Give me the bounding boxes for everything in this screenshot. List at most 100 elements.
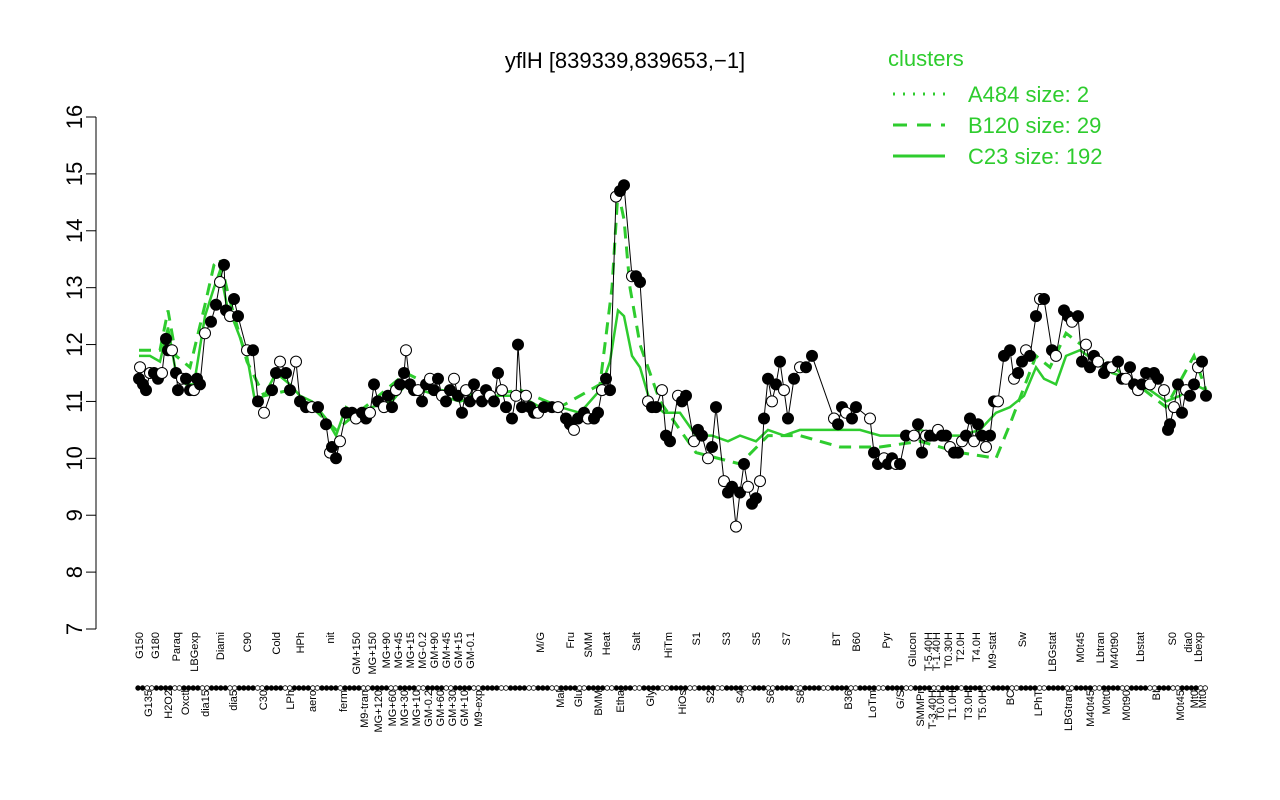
legend: clusters A484 size: 2 B120 size: 29 C23 … — [888, 46, 1103, 169]
cluster-b120-line — [139, 190, 1208, 466]
data-point — [634, 276, 646, 288]
x-tick-label: MG+30 — [399, 690, 411, 726]
rug-mark — [443, 685, 449, 691]
x-tick-label: S7 — [781, 632, 793, 645]
rug-mark — [356, 685, 362, 691]
rug-mark — [1096, 685, 1103, 691]
rug-mark — [1161, 685, 1167, 691]
rug-mark — [655, 685, 661, 691]
rug-mark — [719, 685, 725, 691]
data-point — [846, 412, 858, 425]
rug-mark — [760, 685, 767, 691]
rug-mark — [967, 685, 974, 691]
data-point — [258, 406, 270, 419]
data-point — [754, 475, 766, 488]
data-point — [1184, 389, 1196, 402]
rug-mark — [977, 685, 983, 691]
x-tick-label: G150 — [134, 632, 146, 659]
rug-mark — [1202, 685, 1208, 691]
data-point — [456, 406, 468, 419]
x-tick-label: M9-exp — [473, 690, 485, 727]
data-point — [1084, 361, 1096, 374]
rug-mark — [1092, 685, 1098, 691]
rug-mark — [825, 685, 831, 691]
rug-mark — [314, 685, 321, 691]
data-point — [444, 384, 456, 397]
data-point — [500, 401, 512, 414]
y-tick-label: 8 — [62, 566, 87, 578]
data-point — [140, 384, 152, 397]
rug-mark — [1009, 685, 1015, 691]
x-tick-label: Mal — [555, 690, 567, 708]
rug-mark — [452, 685, 459, 691]
data-point — [312, 401, 324, 414]
rug-mark — [425, 685, 431, 691]
rug-mark — [1000, 685, 1006, 691]
rug-mark — [512, 685, 518, 691]
rug-mark — [526, 685, 532, 691]
x-tick-label: GM+150 — [351, 632, 363, 675]
x-axis: G150 G135 G180 H2O2 Paraq Oxctl LBGexp dia15 Dia… — [134, 632, 1209, 733]
rug-mark — [862, 685, 868, 691]
data-point — [1164, 418, 1176, 431]
x-tick-label: MG+15 — [405, 632, 417, 668]
rug-mark — [172, 685, 178, 691]
data-point — [992, 395, 1004, 408]
rug-mark — [659, 685, 666, 691]
data-point — [656, 384, 668, 397]
rug-mark — [834, 685, 840, 691]
rug-mark — [185, 685, 192, 691]
data-point — [972, 418, 984, 431]
rug-mark — [544, 685, 551, 691]
data-point — [398, 367, 410, 379]
data-point — [734, 486, 746, 499]
rug-mark — [1170, 685, 1176, 691]
x-tick-label: B60 — [851, 632, 863, 652]
rug-mark — [710, 685, 716, 691]
data-point — [368, 378, 380, 391]
data-point — [940, 429, 952, 442]
rug-mark — [696, 685, 702, 691]
rug-mark — [1064, 685, 1070, 691]
data-point — [284, 384, 296, 397]
rug-mark — [484, 685, 491, 691]
rug-mark — [1082, 685, 1089, 691]
data-point — [156, 367, 168, 379]
y-tick-label: 10 — [62, 446, 87, 470]
data-point — [738, 458, 750, 470]
rug-mark — [461, 685, 468, 691]
rug-mark — [204, 685, 210, 691]
legend-a484-label: A484 size: 2 — [968, 82, 1089, 107]
rug-mark — [259, 685, 265, 691]
rug-mark — [645, 685, 652, 691]
data-point — [782, 412, 794, 425]
data-point — [1024, 349, 1036, 362]
x-tick-label: MG+150 — [367, 632, 379, 675]
data-point — [832, 418, 844, 431]
data-point — [1176, 406, 1188, 419]
x-tick-label: Mt0 — [1197, 690, 1209, 708]
rug-mark — [305, 685, 311, 691]
rug-mark — [567, 685, 574, 691]
rug-mark — [415, 685, 422, 691]
rug-mark — [351, 685, 357, 691]
rug-mark — [921, 685, 928, 691]
rug-mark — [563, 685, 569, 691]
x-tick-label: LBGexp — [189, 632, 201, 672]
rug-mark — [1036, 685, 1043, 691]
data-point — [696, 429, 708, 442]
data-point — [702, 452, 714, 465]
data-point — [382, 389, 394, 402]
rug-mark — [190, 685, 196, 691]
rug-mark — [1184, 685, 1190, 691]
rug-mark — [429, 685, 436, 691]
x-tick-label: H2O2 — [163, 690, 175, 719]
rug-mark — [1110, 685, 1116, 691]
x-tick-label: dia0 — [1183, 632, 1195, 653]
x-tick-label: G180 — [150, 632, 162, 659]
rug-mark — [632, 685, 638, 691]
rug-mark — [420, 685, 426, 691]
rug-mark — [609, 685, 615, 691]
rug-mark — [475, 685, 482, 691]
rug-mark — [448, 685, 454, 691]
